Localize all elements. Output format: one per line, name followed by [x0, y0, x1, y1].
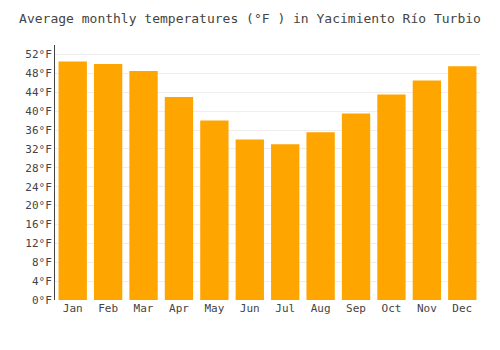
svg-text:0°F: 0°F — [32, 294, 52, 307]
svg-text:12°F: 12°F — [25, 237, 52, 250]
svg-text:28°F: 28°F — [25, 162, 52, 175]
svg-text:36°F: 36°F — [25, 124, 52, 137]
svg-text:Jul: Jul — [275, 302, 295, 315]
svg-text:32°F: 32°F — [25, 143, 52, 156]
svg-text:48°F: 48°F — [25, 67, 52, 80]
svg-text:Jun: Jun — [240, 302, 260, 315]
svg-text:20°F: 20°F — [25, 199, 52, 212]
svg-text:Sep: Sep — [346, 302, 366, 315]
svg-text:4°F: 4°F — [32, 275, 52, 288]
svg-text:40°F: 40°F — [25, 105, 52, 118]
svg-text:Jan: Jan — [63, 302, 83, 315]
svg-text:Apr: Apr — [169, 302, 189, 315]
svg-text:Dec: Dec — [452, 302, 472, 315]
svg-text:24°F: 24°F — [25, 181, 52, 194]
svg-text:Mar: Mar — [134, 302, 154, 315]
svg-text:Feb: Feb — [98, 302, 118, 315]
svg-text:52°F: 52°F — [25, 48, 52, 61]
svg-text:Average monthly temperatures (: Average monthly temperatures (°F ) in Ya… — [19, 11, 481, 26]
svg-text:16°F: 16°F — [25, 218, 52, 231]
svg-text:8°F: 8°F — [32, 256, 52, 269]
svg-text:Aug: Aug — [311, 302, 331, 315]
svg-text:Nov: Nov — [417, 302, 437, 315]
svg-text:Oct: Oct — [382, 302, 402, 315]
svg-text:May: May — [204, 302, 224, 315]
svg-text:44°F: 44°F — [25, 86, 52, 99]
